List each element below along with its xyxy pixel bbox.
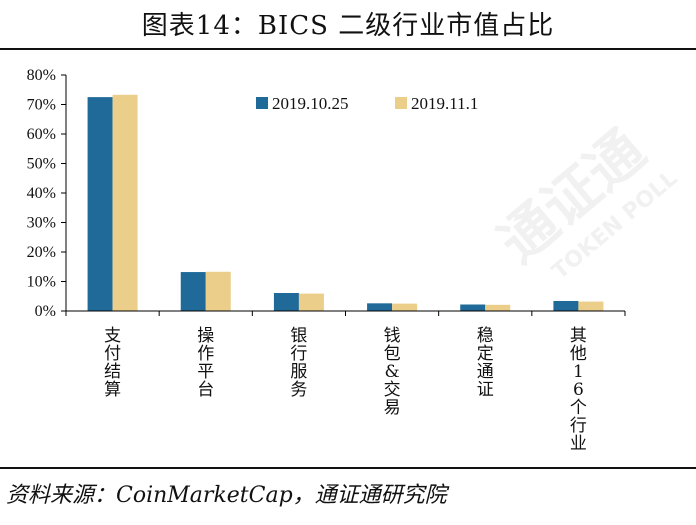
y-tick-label: 70% — [27, 97, 56, 114]
bar-2-3 — [298, 293, 324, 311]
bar-1-4 — [367, 303, 393, 311]
x-category-label: 银行服务 — [290, 326, 307, 400]
source-divider — [0, 467, 696, 469]
x-category-label: 其他 1 6 个行业 — [570, 326, 587, 454]
bar-1-6 — [553, 300, 579, 311]
bar-1-5 — [460, 304, 486, 311]
chart-title: 图表14：BICS 二级行业市值占比 — [141, 10, 555, 41]
bar-2-1 — [112, 94, 138, 311]
x-category-label: 稳定通证 — [477, 326, 494, 400]
y-tick-label: 80% — [27, 67, 56, 84]
x-categories-group: 支付结算 操作平台 银行服务 钱包&交易 稳定通证 其他 1 6 个行业 — [104, 326, 587, 454]
y-tick-label: 50% — [27, 156, 56, 173]
y-tick-label: 20% — [27, 244, 56, 261]
y-tick-label: 60% — [27, 126, 56, 143]
x-category-label: 操作平台 — [197, 326, 214, 400]
legend-label-1: 2019.10.25 — [272, 94, 349, 113]
bar-2-2 — [205, 271, 231, 311]
bar-1-1 — [87, 97, 113, 311]
bar-2-5 — [485, 304, 511, 311]
title-divider — [0, 48, 696, 50]
bar-2-4 — [392, 303, 418, 311]
bar-1-2 — [180, 272, 206, 311]
bar-1-3 — [273, 293, 299, 311]
y-tick-label: 40% — [27, 185, 56, 202]
y-tick-label: 30% — [27, 215, 56, 232]
y-tick-label: 0% — [35, 303, 56, 320]
y-ticks-group: 0% 10% 20% 30% 40% 50% 60% 70% 80% — [27, 67, 66, 320]
y-tick-label: 10% — [27, 274, 56, 291]
legend-swatch-2 — [395, 97, 407, 109]
source-note: 资料来源：CoinMarketCap，通证通研究院 — [6, 483, 447, 508]
legend-swatch-1 — [256, 97, 268, 109]
legend-label-2: 2019.11.1 — [411, 94, 478, 113]
legend: 2019.10.25 2019.11.1 — [256, 94, 478, 113]
bar-2-6 — [578, 301, 604, 311]
x-category-label: 支付结算 — [104, 326, 121, 400]
bars-group — [87, 94, 604, 311]
x-category-label: 钱包&交易 — [384, 326, 401, 418]
